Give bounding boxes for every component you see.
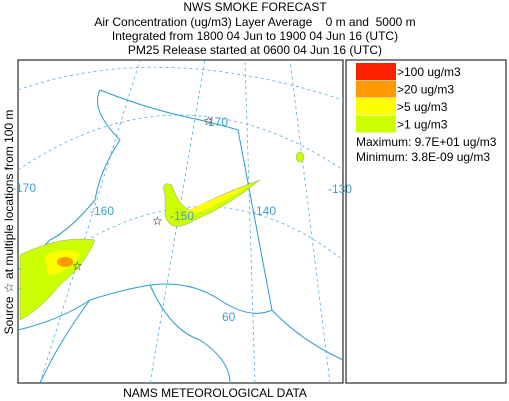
source-star: ☆ — [152, 214, 163, 228]
footer: NAMS METEOROLOGICAL DATA — [123, 386, 307, 400]
subtitle: Integrated from 1800 04 Jun to 1900 04 J… — [112, 29, 398, 43]
side-label: Source ☆ at multiple locations from 100 … — [2, 110, 16, 335]
map: ☆ ☆ ☆ — [17, 59, 344, 384]
legend: >100 ug/m3 >20 ug/m3 >5 ug/m3 >1 ug/m3 — [356, 63, 461, 133]
grid-label: -140 — [252, 204, 276, 218]
legend-label: >100 ug/m3 — [397, 65, 461, 79]
grid-label: -170 — [12, 181, 36, 195]
grid-label: -160 — [90, 204, 114, 218]
title: NWS SMOKE FORECAST — [183, 0, 327, 14]
grid-label: 60 — [222, 310, 236, 324]
legend-label: >1 ug/m3 — [397, 118, 448, 132]
legend-swatch — [356, 80, 396, 98]
grid-label: -150 — [170, 209, 194, 223]
grid-label: -130 — [328, 182, 352, 196]
source-star: ☆ — [203, 114, 214, 128]
legend-swatch — [356, 98, 396, 115]
subtitle: Air Concentration (ug/m3) Layer Average … — [94, 15, 415, 29]
legend-swatch — [356, 115, 396, 133]
minimum: Minimum: 3.8E-09 ug/m3 — [356, 150, 490, 164]
legend-frame — [345, 59, 507, 384]
source-star: ☆ — [72, 259, 83, 273]
map-frame — [17, 59, 344, 384]
legend-swatch — [356, 63, 396, 80]
grid-label: 170 — [208, 115, 228, 129]
legend-label: >20 ug/m3 — [397, 83, 454, 97]
maximum: Maximum: 9.7E+01 ug/m3 — [356, 135, 497, 149]
legend-label: >5 ug/m3 — [397, 100, 448, 114]
subtitle: PM25 Release started at 0600 04 Jun 16 (… — [128, 43, 382, 57]
